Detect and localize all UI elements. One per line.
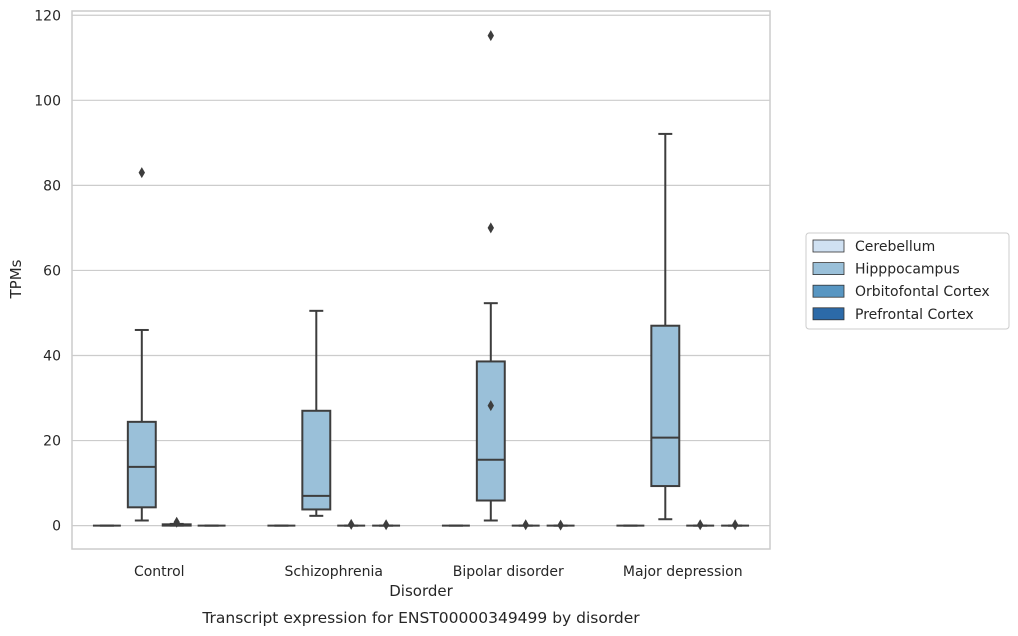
box-prefrontal-cortex: [546, 519, 575, 531]
y-tick-label: 80: [43, 178, 61, 194]
outlier-point: [173, 516, 180, 528]
x-tick-label: Major depression: [623, 564, 743, 580]
y-tick-label: 20: [43, 434, 61, 450]
box-prefrontal-cortex: [372, 519, 401, 531]
x-tick-label: Schizophrenia: [285, 564, 383, 580]
outlier-point: [138, 167, 145, 179]
box-hipppocampus: [301, 309, 332, 517]
x-tick-label: Bipolar disorder: [453, 564, 564, 580]
legend-frame: [805, 232, 1010, 330]
outlier-point: [487, 30, 494, 42]
legend-label: Prefrontal Cortex: [855, 307, 974, 323]
legend-label: Orbitofontal Cortex: [855, 284, 990, 300]
box-orbitofontal-cortex: [337, 518, 366, 530]
legend-swatch: [812, 262, 845, 276]
y-axis-label: TPMs: [7, 259, 25, 299]
outlier-point: [382, 519, 390, 531]
legend-swatch: [812, 239, 845, 253]
x-axis-ticks: Control Schizophrenia Bipolar disorder Majo…: [134, 564, 743, 580]
y-tick-label: 0: [52, 519, 61, 535]
legend-swatch: [812, 307, 845, 321]
y-axis-ticks: 0 20 40 60 80 100 120: [34, 8, 61, 534]
outlier-point: [487, 222, 494, 234]
outlier-point: [348, 518, 355, 530]
box-orbitofontal-cortex: [511, 519, 540, 531]
outlier-point: [731, 519, 739, 531]
box-series: [92, 30, 750, 531]
plot-frame: [71, 10, 771, 550]
box-orbitofontal-cortex: [686, 519, 715, 531]
legend-label: Cerebellum: [855, 239, 935, 255]
y-tick-label: 120: [34, 8, 61, 24]
x-axis-label: Disorder: [389, 582, 453, 600]
outlier-point: [487, 400, 494, 412]
x-tick-label: Control: [134, 564, 185, 580]
y-tick-label: 60: [43, 263, 61, 279]
chart-caption: Transcript expression for ENST0000034949…: [201, 609, 640, 627]
grid-lines: [72, 14, 770, 527]
y-tick-label: 100: [34, 93, 61, 109]
legend-label: Hipppocampus: [855, 262, 960, 278]
legend-swatch: [812, 284, 845, 298]
box-hipppocampus: [475, 30, 506, 522]
box-hipppocampus: [126, 167, 157, 522]
outlier-point: [522, 519, 529, 531]
legend: Cerebellum Hipppocampus Orbitofontal Corte…: [805, 232, 1010, 330]
box-iqr: [126, 420, 157, 509]
outlier-point: [557, 519, 564, 531]
box-iqr: [650, 324, 681, 488]
box-iqr: [475, 360, 506, 502]
box-orbitofontal-cortex: [161, 516, 192, 528]
outlier-point: [697, 519, 704, 531]
box-prefrontal-cortex: [721, 519, 750, 531]
box-iqr: [301, 409, 332, 511]
box-hipppocampus: [650, 132, 681, 521]
y-tick-label: 40: [43, 348, 61, 364]
